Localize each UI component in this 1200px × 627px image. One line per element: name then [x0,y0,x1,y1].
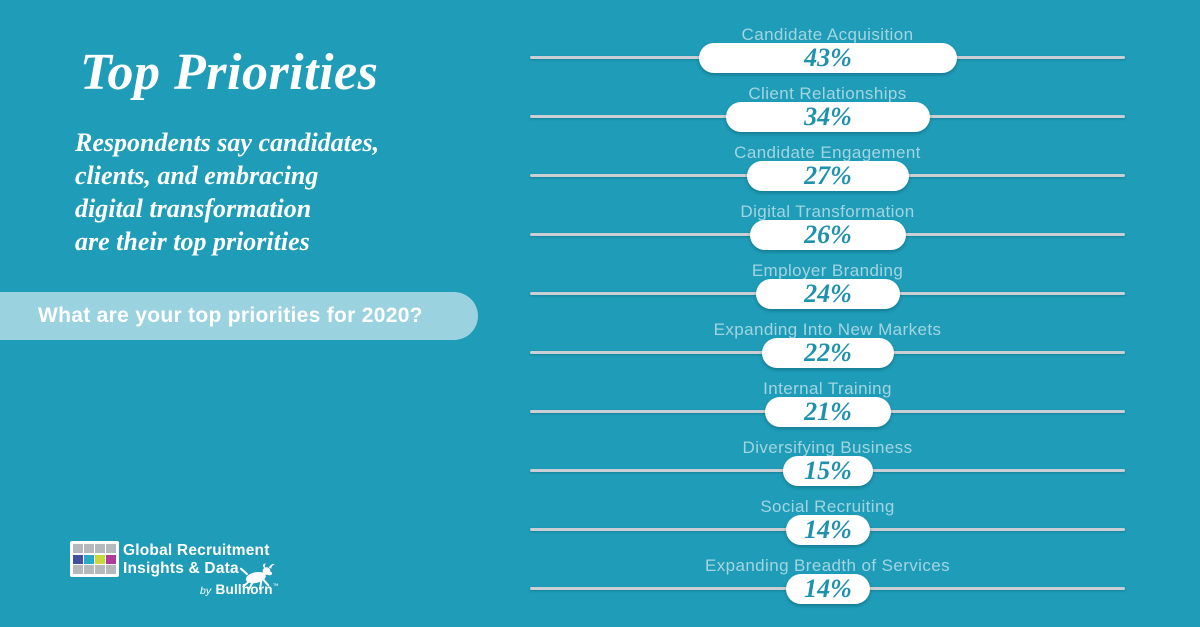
grid-cell [95,565,105,574]
brand-name: Global Recruitment Insights & Data [123,542,270,577]
row-pill: 43% [699,43,957,73]
row-pill: 34% [726,102,930,132]
grid-cell [73,565,83,574]
question-banner: What are your top priorities for 2020? [0,292,478,340]
grid-cell [73,554,83,564]
bull-icon [239,563,275,590]
grid-cell [95,544,105,553]
grid-cell [84,565,94,574]
grid-cell [84,544,94,553]
brand-name-line2: Insights & Data [123,559,239,577]
byline-brand: Bullhorn [215,582,273,597]
subtitle: Respondents say candidates, clients, and… [75,126,379,258]
subtitle-line: are their top priorities [75,227,310,256]
row-label: Candidate Acquisition [741,25,914,44]
grid-cell [73,544,83,553]
row-pill: 21% [765,397,891,427]
row-pill: 26% [750,220,906,250]
row-label: Diversifying Business [742,438,913,457]
row-pill: 15% [783,456,873,486]
subtitle-line: digital transformation [75,194,312,223]
byline-prefix: by [200,585,212,597]
row-pill: 14% [786,515,870,545]
subtitle-line: clients, and embracing [75,161,319,190]
subtitle-line: Respondents say candidates, [75,128,380,157]
row-label: Expanding Into New Markets [713,320,942,339]
trademark-mark: ™ [272,583,279,590]
row-pill: 27% [747,161,909,191]
row-label: Candidate Engagement [734,143,921,162]
grid-logo-icon [70,541,119,577]
grid-cell [106,565,116,574]
row-pill: 14% [786,574,870,604]
row-label: Employer Branding [751,261,904,280]
row-label: Internal Training [763,379,892,398]
row-label: Expanding Breadth of Services [704,556,951,575]
row-pill: 24% [756,279,900,309]
brand-name-line1: Global Recruitment [123,542,270,559]
row-label: Digital Transformation [740,202,915,221]
question-banner-text: What are your top priorities for 2020? [38,304,423,327]
grid-cell [106,554,116,564]
grid-cell [95,554,105,564]
page-title: Top Priorities [80,44,379,101]
row-label: Client Relationships [748,84,907,103]
row-label: Social Recruiting [760,497,895,516]
byline: by Bullhorn™ [200,581,279,599]
brand-logo: Global Recruitment Insights & Data by Bu… [70,541,300,611]
grid-cell [84,554,94,564]
grid-cell [106,544,116,553]
row-pill: 22% [762,338,894,368]
